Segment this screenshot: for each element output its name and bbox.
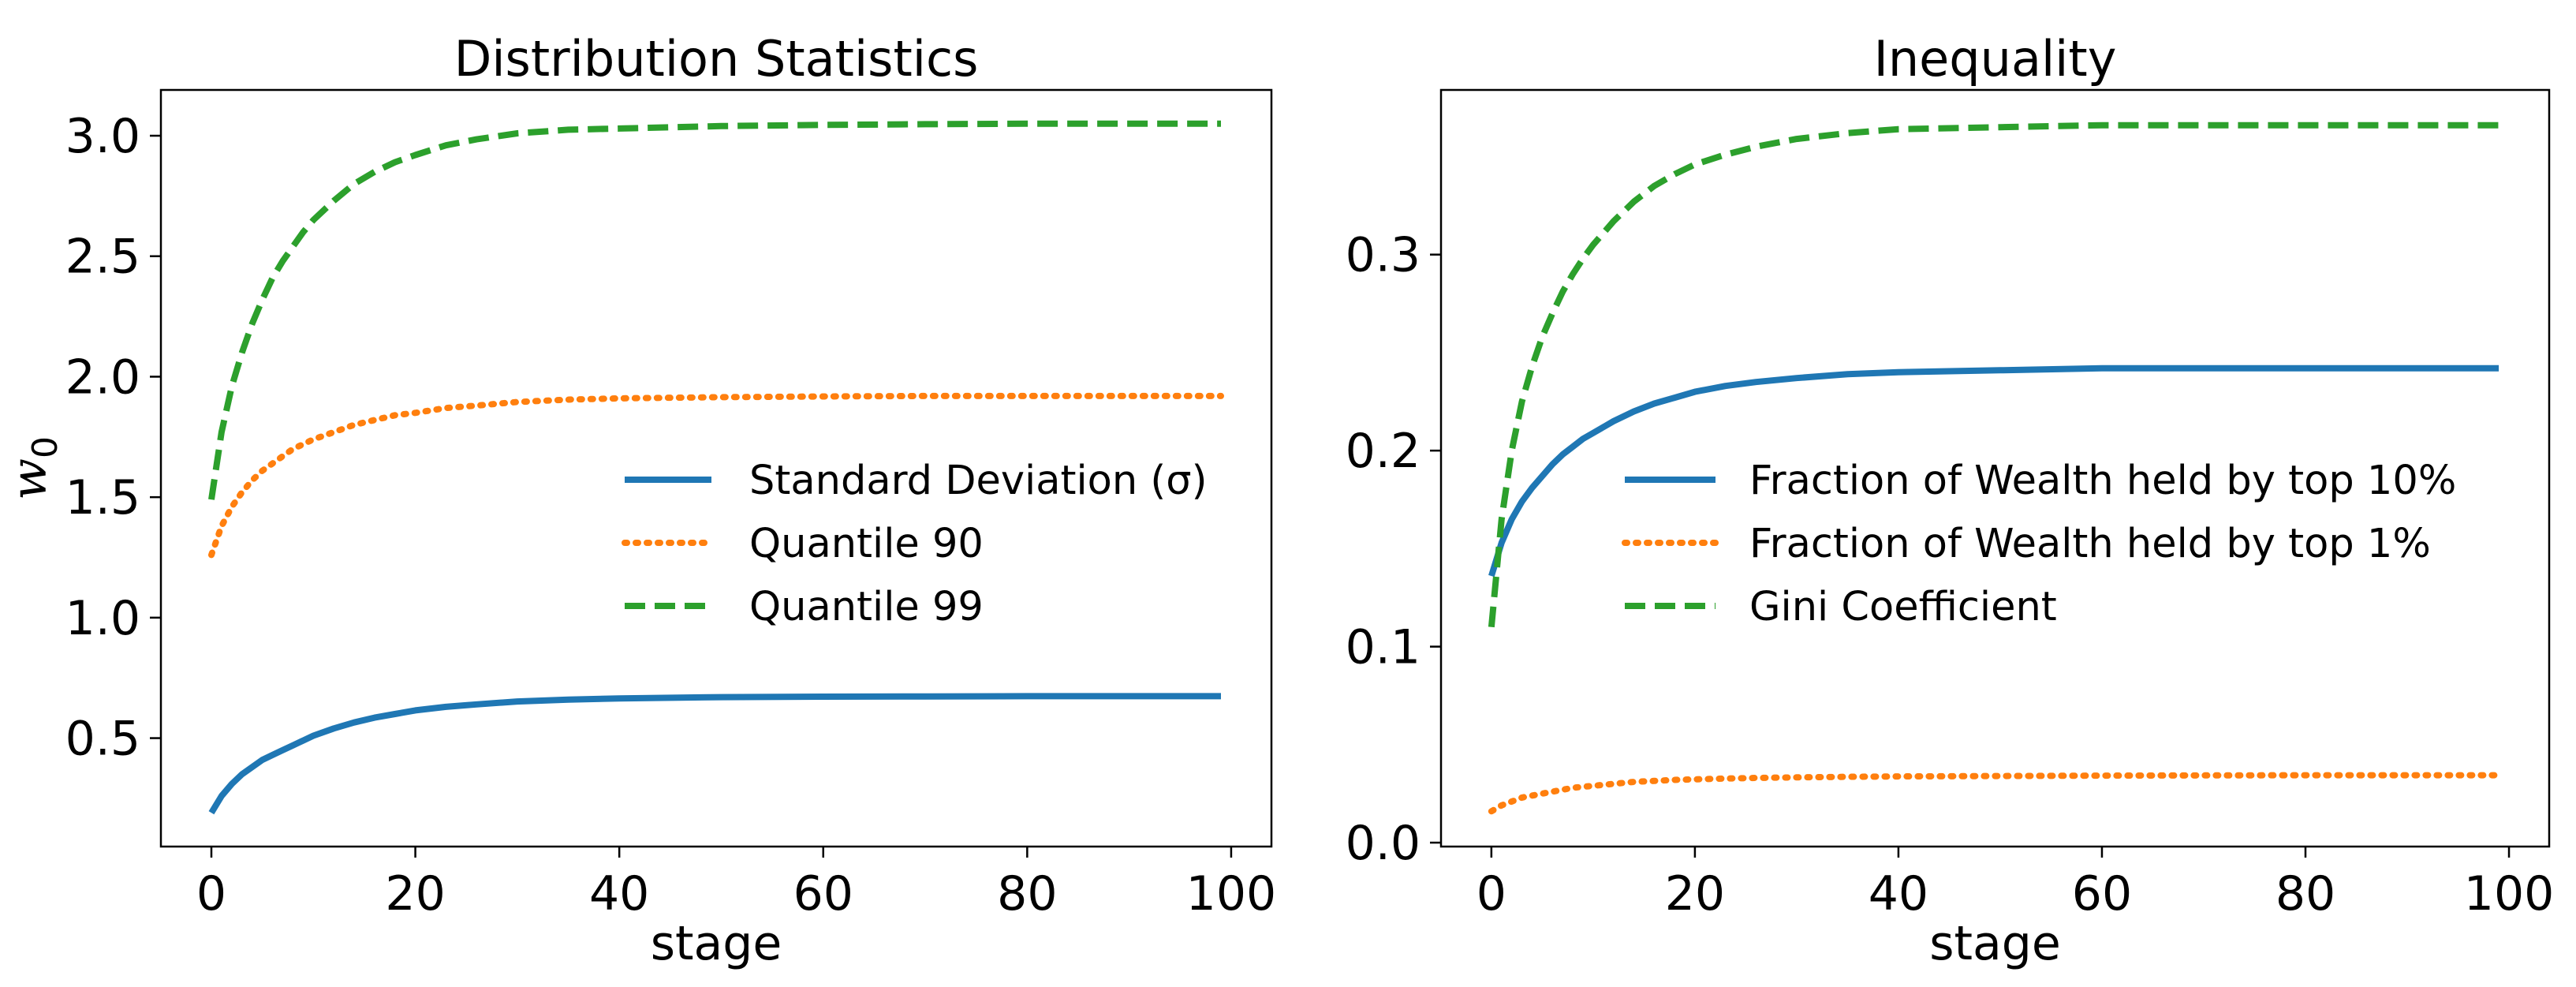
legend: Standard Deviation (σ) Quantile 90 Quantil… (622, 458, 1208, 630)
series-line-fraction-of-wealth-held-by-top-10 (1488, 365, 2499, 578)
legend-label: Quantile 90 (749, 521, 984, 567)
series-line-quantile-90 (208, 392, 1224, 559)
legend: Fraction of Wealth held by top 10% Fracti… (1622, 458, 2456, 630)
legend-label: Fraction of Wealth held by top 1% (1749, 521, 2431, 567)
y-tick-label: 0.1 (1346, 620, 1421, 675)
inequality-chart: 0 20 40 60 80 100 0.0 0.1 0.2 0.3 Inequality stage F… (1346, 30, 2555, 971)
legend-label: Quantile 99 (749, 584, 984, 630)
chart-title: Distribution Statistics (454, 30, 979, 88)
legend-label: Standard Deviation (σ) (749, 458, 1208, 504)
plot-frame (1439, 88, 2551, 848)
x-tick-label: 80 (2275, 866, 2335, 922)
x-tick-label: 100 (2464, 866, 2555, 922)
x-tick-label: 20 (1665, 866, 1725, 922)
x-tick-label: 60 (2072, 866, 2132, 922)
y-tick-label: 0.0 (1346, 816, 1421, 871)
x-tick-label: 80 (997, 866, 1057, 922)
y-tick-label: 1.5 (65, 470, 140, 525)
y-tick-label: 0.5 (65, 712, 140, 767)
y-tick-label: 1.0 (65, 591, 140, 646)
y-axis-label: w0 (0, 436, 65, 500)
series-line-fraction-of-wealth-held-by-top-1 (1488, 772, 2503, 815)
plot-frame (159, 88, 1273, 848)
x-axis-label: stage (1929, 916, 2061, 971)
y-tick-label: 3.0 (65, 109, 140, 164)
chart-title: Inequality (1874, 30, 2117, 88)
legend-label: Fraction of Wealth held by top 10% (1749, 458, 2456, 504)
y-tick-label: 2.0 (65, 350, 140, 405)
x-tick-label: 0 (196, 866, 226, 922)
series-line-standard-deviation (208, 693, 1221, 815)
x-tick-label: 40 (1869, 866, 1928, 922)
y-tick-label: 0.3 (1346, 228, 1421, 283)
x-tick-label: 40 (589, 866, 649, 922)
y-tick-label: 0.2 (1346, 424, 1421, 479)
y-tick-label: 2.5 (65, 230, 140, 285)
series-line-quantile-99 (208, 120, 1221, 500)
x-tick-label: 20 (385, 866, 445, 922)
legend-label: Gini Coefficient (1749, 584, 2057, 630)
x-tick-label: 100 (1186, 866, 1277, 922)
distribution-statistics-chart: 0 20 40 60 80 100 0.5 1.0 1.5 2.0 2.5 3.0 Distributi… (0, 30, 1276, 971)
x-tick-label: 0 (1477, 866, 1506, 922)
x-tick-label: 60 (793, 866, 853, 922)
series-line-gini-coefficient (1488, 122, 2499, 628)
x-axis-label: stage (651, 916, 782, 971)
